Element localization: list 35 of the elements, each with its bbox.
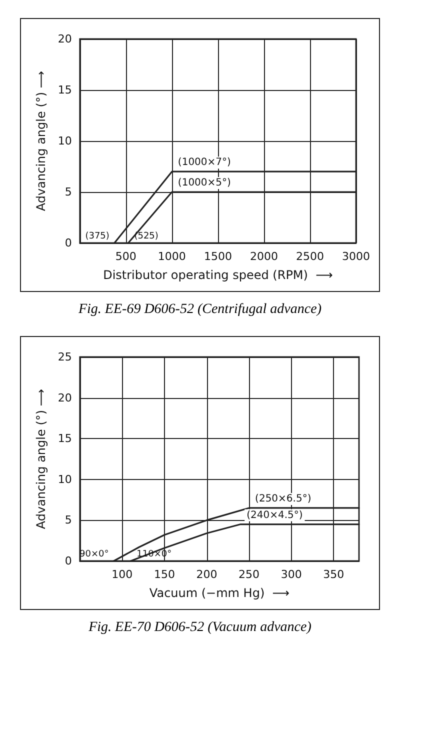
y-axis-title: Advancing angle (°) ⟶ bbox=[34, 388, 48, 530]
x-tick-label: 100 bbox=[112, 568, 133, 581]
x-tick-label: 250 bbox=[238, 568, 260, 581]
y-tick-label: 0 bbox=[64, 236, 72, 250]
annotation: (240×4.5°) bbox=[246, 510, 303, 521]
annotation: (375) bbox=[85, 232, 110, 242]
annotation: (1000×7°) bbox=[178, 157, 232, 168]
annotation: (250×6.5°) bbox=[255, 493, 312, 504]
x-tick-label: 300 bbox=[280, 568, 302, 581]
x-axis-title: Vacuum (−mm Hg) ⟶ bbox=[149, 586, 290, 600]
annotation: (1000×5°) bbox=[178, 178, 232, 188]
text: Fig. EE-70 D606-52 (Vacuum advance) bbox=[88, 620, 312, 636]
x-tick-label: 1500 bbox=[204, 250, 232, 263]
x-axis-title: Distributor operating speed (RPM) ⟶ bbox=[103, 268, 333, 282]
x-tick-label: 350 bbox=[323, 568, 344, 581]
y-tick-label: 10 bbox=[58, 134, 72, 148]
y-tick-label: 15 bbox=[58, 432, 72, 446]
annotation: (525) bbox=[134, 232, 158, 242]
x-tick-label: 150 bbox=[154, 568, 175, 581]
x-tick-label: 2000 bbox=[250, 250, 278, 263]
x-tick-label: 1000 bbox=[158, 250, 186, 263]
x-tick-label: 500 bbox=[115, 250, 136, 263]
y-tick-label: 20 bbox=[58, 32, 72, 46]
y-tick-label: 5 bbox=[64, 186, 72, 198]
y-tick-label: 15 bbox=[58, 84, 72, 96]
y-tick-label: 20 bbox=[58, 391, 72, 404]
y-axis-title: Advancing angle (°) ⟶ bbox=[34, 70, 48, 212]
text: Fig. EE-69 D606-52 (Centrifugal advance) bbox=[77, 302, 322, 318]
y-tick-label: 10 bbox=[58, 472, 72, 486]
x-tick-label: 2500 bbox=[296, 250, 324, 263]
y-tick-label: 0 bbox=[64, 554, 72, 568]
x-tick-label: 200 bbox=[196, 568, 218, 581]
y-tick-label: 5 bbox=[64, 514, 72, 527]
x-tick-label: 3000 bbox=[342, 250, 370, 263]
y-tick-label: 25 bbox=[58, 350, 72, 364]
